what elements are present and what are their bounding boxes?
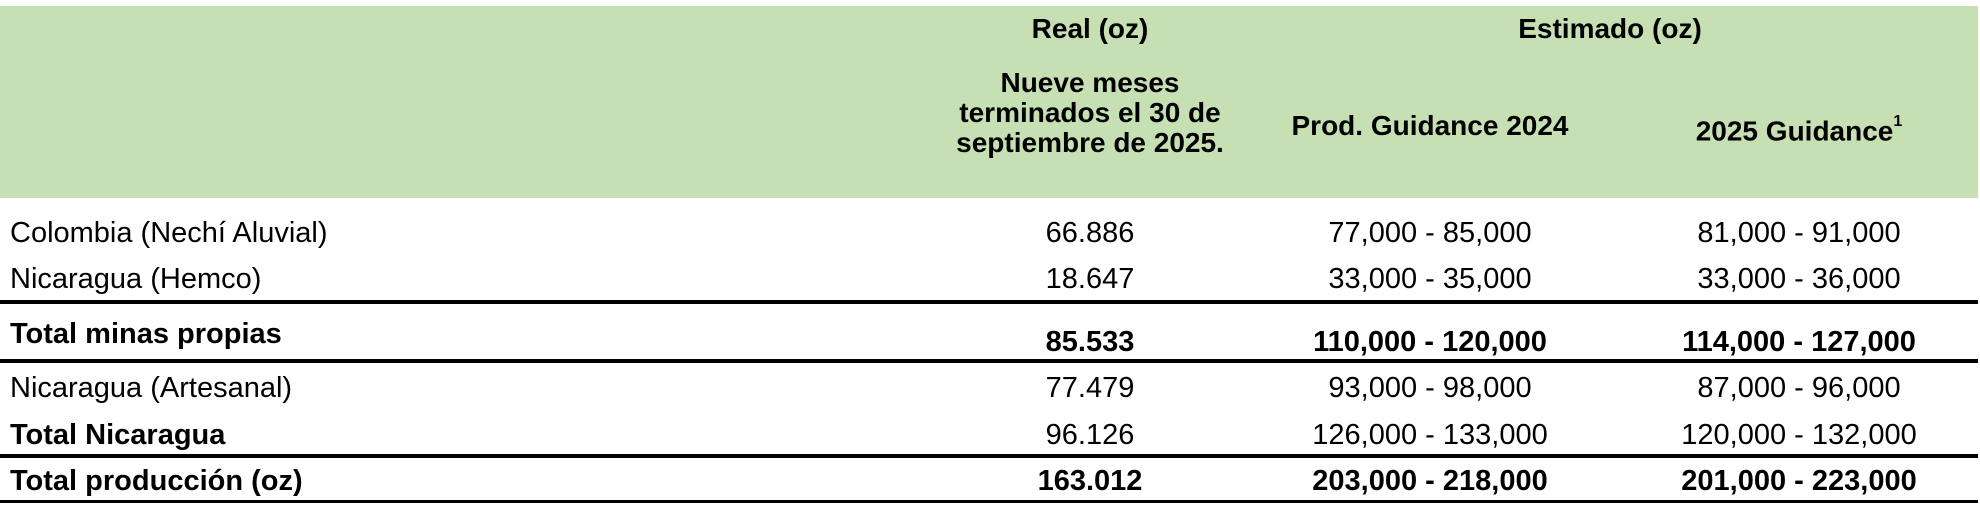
row-guidance-2025: 33,000 - 36,000 [1697, 263, 1901, 295]
header-guidance-2025: 2025 Guidance1 [1620, 111, 1978, 146]
header-nine-months: Nueve meses terminados el 30 de septiemb… [956, 67, 1224, 158]
row-guidance-2025: 201,000 - 223,000 [1681, 465, 1917, 497]
divider-rule [0, 300, 1978, 304]
divider-rule [0, 500, 1978, 503]
row-guidance-2024: 110,000 - 120,000 [1313, 326, 1547, 358]
row-guidance-2025: 87,000 - 96,000 [1697, 372, 1901, 404]
row-real-value: 18.647 [1045, 263, 1135, 295]
row-real-value: 163.012 [1037, 465, 1143, 497]
header-real: Real (oz) [1031, 13, 1149, 44]
row-guidance-2024: 93,000 - 98,000 [1328, 372, 1532, 404]
row-label: Total minas propias [10, 318, 282, 350]
production-table: Real (oz) Estimado (oz) Nueve meses term… [0, 6, 1978, 503]
header-guidance-2025-label: 2025 Guidance [1695, 115, 1894, 147]
row-guidance-2025: 81,000 - 91,000 [1697, 217, 1901, 249]
header-prod-guidance-2024: Prod. Guidance 2024 [1291, 110, 1569, 141]
row-label: Nicaragua (Hemco) [10, 263, 262, 295]
row-real-value: 85.533 [1045, 326, 1135, 358]
row-real-value: 96.126 [1045, 419, 1135, 451]
row-real-value: 66.886 [1045, 217, 1135, 249]
divider-rule [0, 359, 1978, 363]
row-guidance-2024: 203,000 - 218,000 [1312, 465, 1548, 497]
row-guidance-2024: 126,000 - 133,000 [1312, 419, 1548, 451]
table-header: Real (oz) Estimado (oz) Nueve meses term… [0, 6, 1978, 198]
row-guidance-2025: 114,000 - 127,000 [1682, 326, 1916, 358]
row-label: Total Nicaragua [10, 419, 226, 451]
header-estimado: Estimado (oz) [1518, 13, 1702, 44]
divider-rule [0, 454, 1978, 458]
row-guidance-2024: 33,000 - 35,000 [1328, 263, 1532, 295]
row-label: Colombia (Nechí Aluvial) [10, 217, 328, 249]
row-label: Total producción (oz) [10, 465, 303, 497]
row-guidance-2025: 120,000 - 132,000 [1681, 419, 1917, 451]
row-label: Nicaragua (Artesanal) [10, 372, 293, 404]
footnote-marker: 1 [1893, 113, 1903, 130]
row-guidance-2024: 77,000 - 85,000 [1328, 217, 1532, 249]
row-real-value: 77.479 [1045, 372, 1135, 404]
